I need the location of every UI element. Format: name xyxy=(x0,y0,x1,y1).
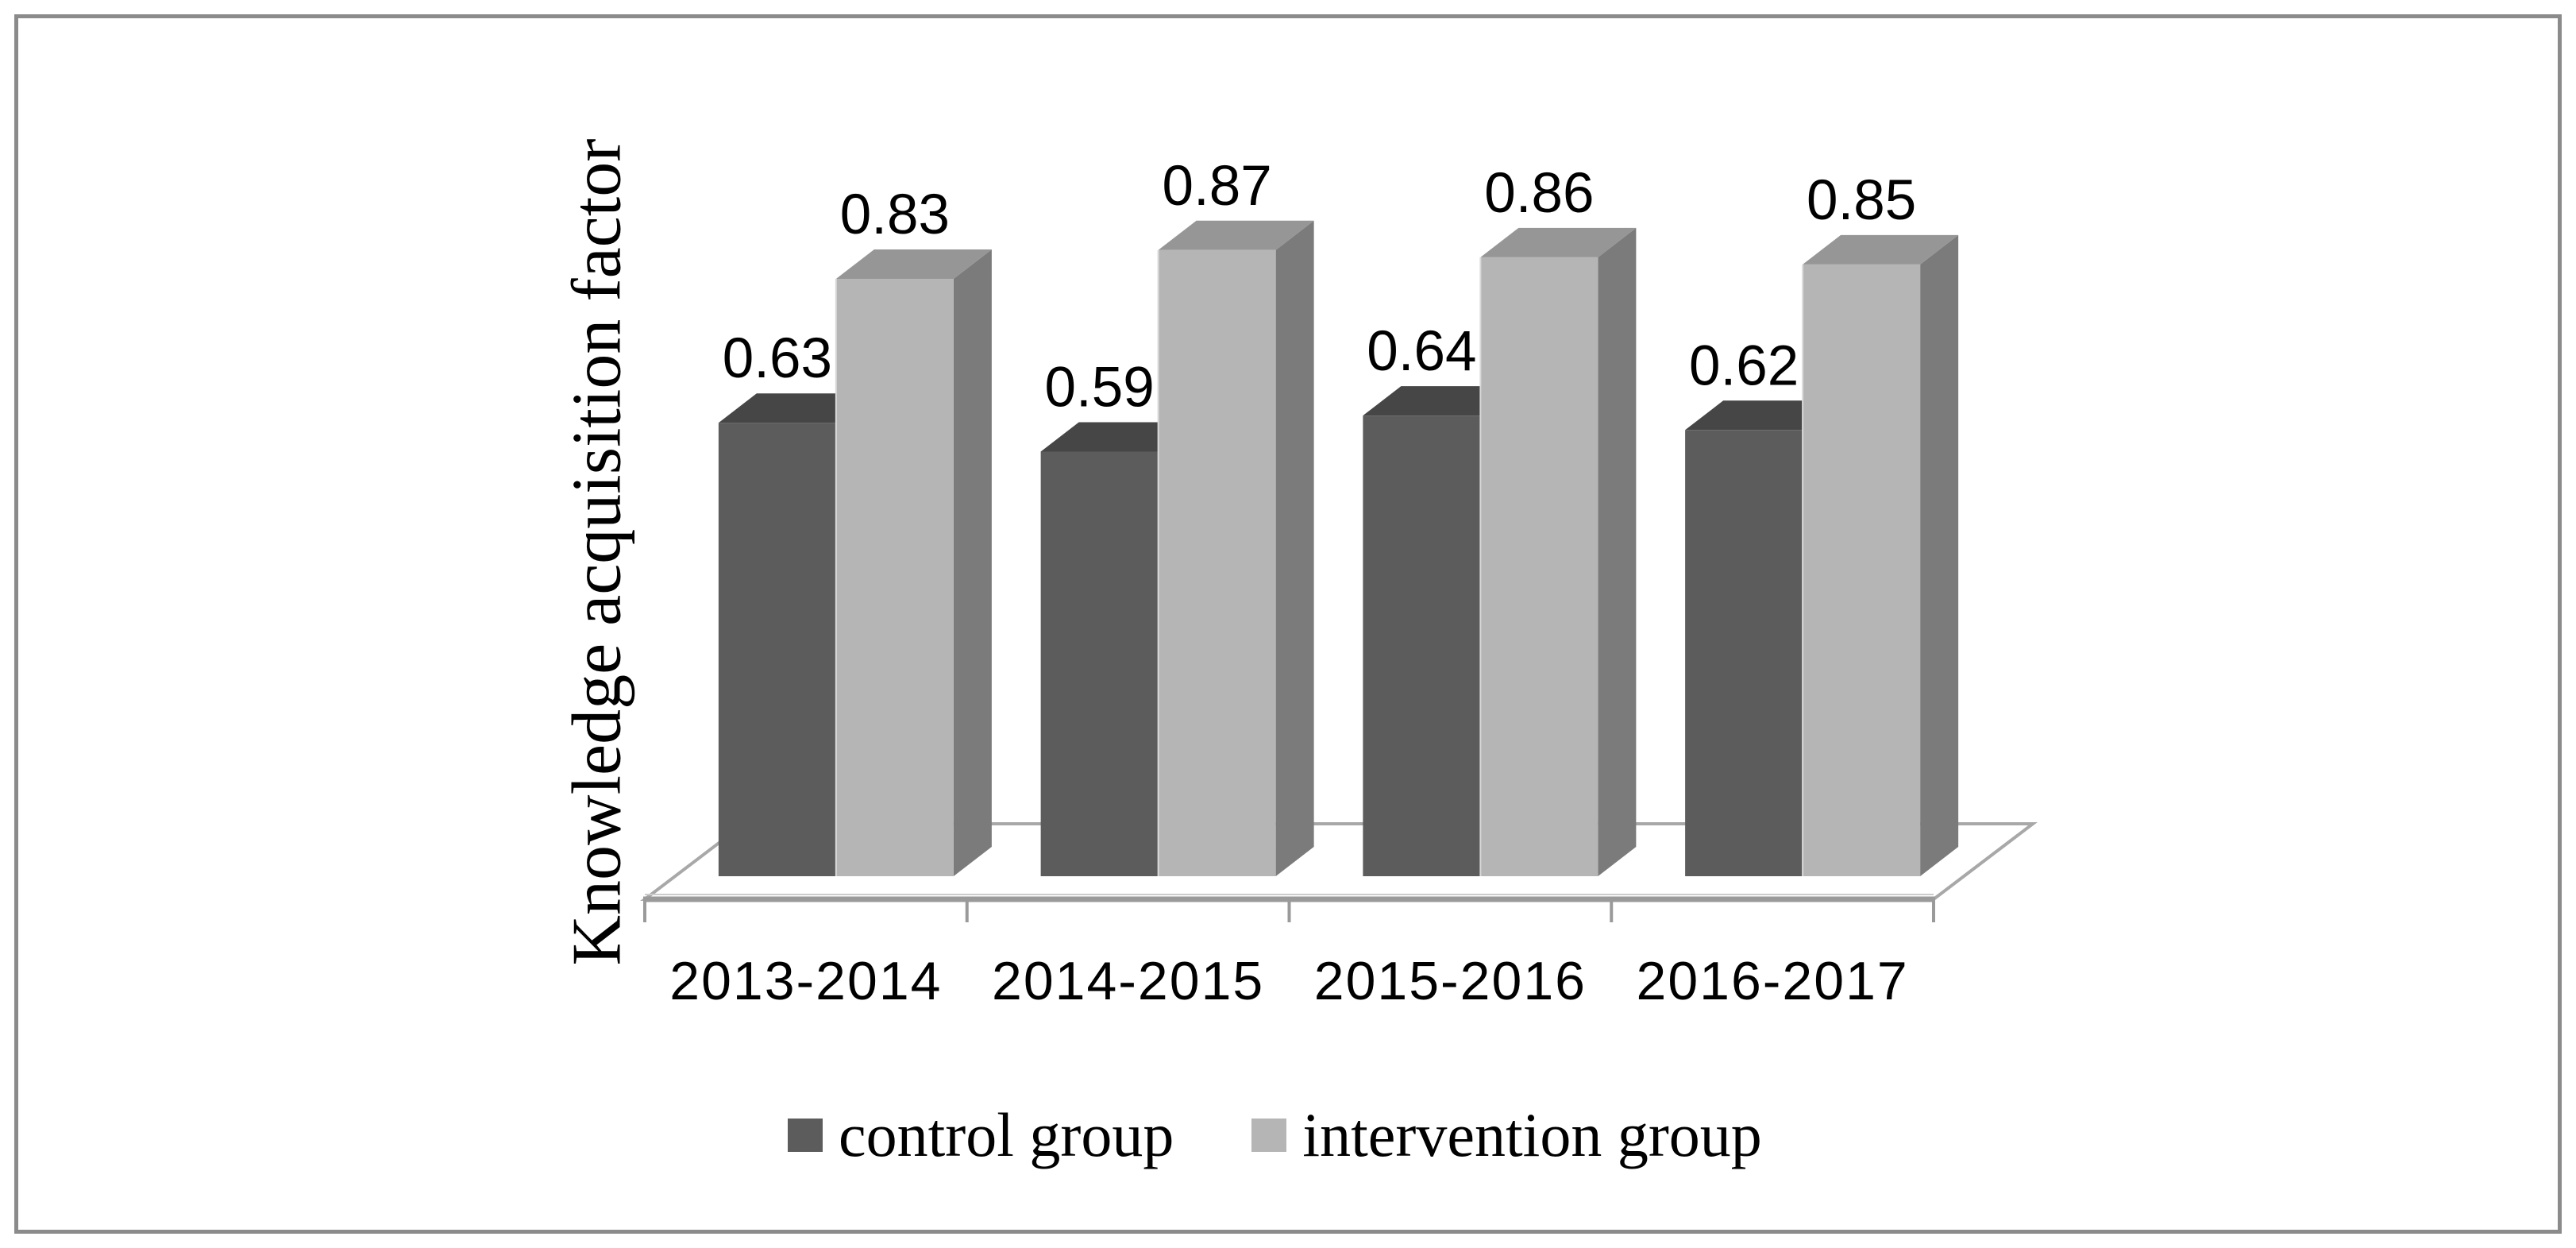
bar-intervention-0-top xyxy=(835,249,992,280)
bar-control-0-front xyxy=(718,423,836,876)
bar-intervention-2-front xyxy=(1480,257,1598,877)
bar-intervention-3-side xyxy=(1920,234,1959,876)
legend-swatch-control xyxy=(788,1119,823,1152)
data-label-control-3: 0.62 xyxy=(1689,334,1799,397)
category-label-0: 2013-2014 xyxy=(669,951,942,1011)
bar-intervention-3-top xyxy=(1803,234,1959,265)
bar-intervention-0-side xyxy=(953,249,992,876)
bar-intervention-2-side xyxy=(1598,227,1637,877)
data-label-control-0: 0.63 xyxy=(723,327,832,390)
legend-label-intervention: intervention group xyxy=(1302,1100,1762,1169)
data-label-control-1: 0.59 xyxy=(1045,356,1155,419)
category-label-3: 2016-2017 xyxy=(1637,951,1909,1011)
legend-label-control: control group xyxy=(839,1100,1174,1169)
bar-intervention-1-top xyxy=(1158,220,1314,250)
chart-legend: control group intervention group xyxy=(788,1099,1762,1171)
category-label-2: 2015-2016 xyxy=(1314,951,1587,1011)
category-label-1: 2014-2015 xyxy=(992,951,1264,1011)
data-label-intervention-0: 0.83 xyxy=(840,184,950,246)
legend-item-control: control group xyxy=(788,1099,1174,1171)
data-label-intervention-3: 0.85 xyxy=(1807,169,1916,232)
bar-intervention-0-front xyxy=(835,279,954,876)
data-label-intervention-1: 0.87 xyxy=(1163,155,1272,218)
data-label-intervention-2: 0.86 xyxy=(1484,162,1594,225)
bar-control-2-front xyxy=(1363,415,1481,876)
data-label-control-2: 0.64 xyxy=(1367,320,1476,383)
bar-intervention-3-front xyxy=(1803,264,1921,876)
bar-intervention-1-front xyxy=(1158,249,1276,876)
bar-intervention-1-side xyxy=(1275,220,1314,876)
legend-swatch-intervention xyxy=(1251,1119,1287,1152)
bar-control-1-front xyxy=(1040,451,1159,876)
bar-control-3-front xyxy=(1685,430,1803,876)
legend-item-intervention: intervention group xyxy=(1251,1099,1762,1171)
bar-intervention-2-top xyxy=(1480,227,1637,257)
